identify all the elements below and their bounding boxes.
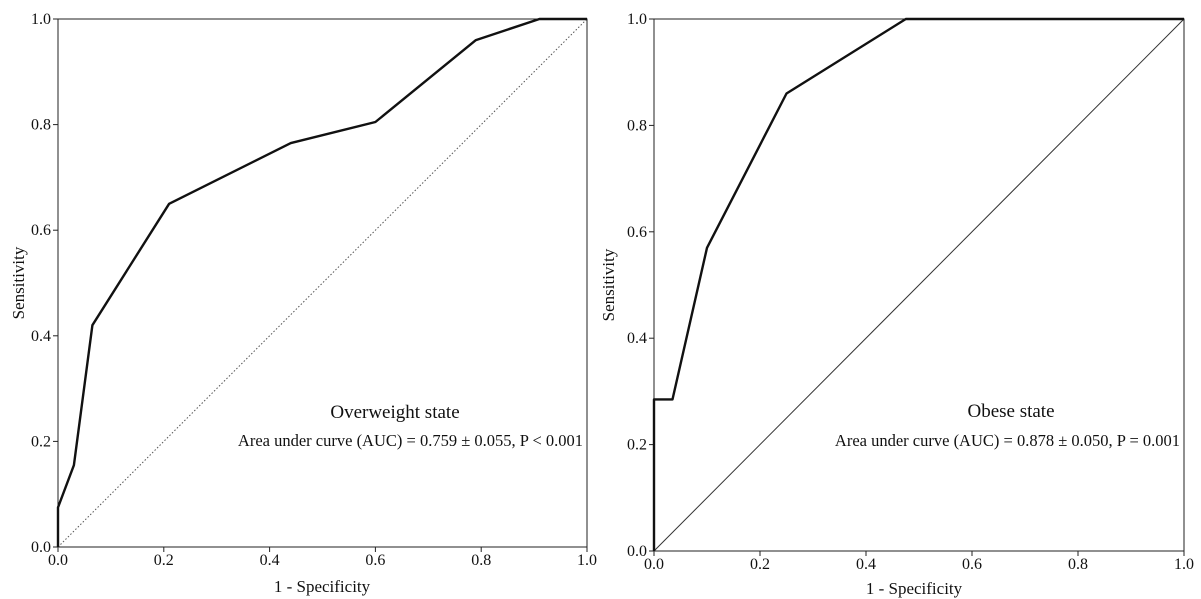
x-tick-label: 0.2 — [750, 556, 770, 573]
x-ticks: 0.0 0.2 0.4 0.6 0.8 1.0 — [48, 547, 597, 569]
x-tick-label: 0.2 — [154, 552, 174, 569]
y-tick-label: 0.4 — [31, 328, 51, 345]
y-tick-label: 0.2 — [627, 437, 647, 454]
plot-frame — [57, 18, 588, 548]
y-tick-label: 0.0 — [627, 543, 647, 560]
y-tick-label: 0.6 — [627, 224, 647, 241]
y-tick-label: 0.6 — [31, 222, 51, 239]
reference-diagonal — [57, 18, 588, 548]
y-axis-title: Sensitivity — [599, 248, 618, 321]
x-tick-label: 0.4 — [260, 552, 280, 569]
x-ticks: 0.0 0.2 0.4 0.6 0.8 1.0 — [644, 551, 1194, 573]
roc-curve — [56, 17, 587, 547]
reference-diagonal — [653, 18, 1185, 552]
x-tick-label: 1.0 — [577, 552, 597, 569]
annotation-title: Obese state — [967, 401, 1054, 422]
annotation-auc: Area under curve (AUC) = 0.878 ± 0.050, … — [835, 431, 1180, 450]
roc-curve — [652, 17, 1184, 551]
y-tick-label: 0.4 — [627, 330, 647, 347]
y-tick-label: 0.8 — [627, 117, 647, 134]
x-tick-label: 0.0 — [48, 552, 68, 569]
x-tick-label: 0.6 — [365, 552, 385, 569]
x-axis-title: 1 - Specificity — [274, 577, 371, 596]
annotation-title: Overweight state — [330, 402, 459, 423]
x-tick-label: 0.8 — [471, 552, 491, 569]
annotation-auc: Area under curve (AUC) = 0.759 ± 0.055, … — [238, 431, 583, 450]
y-ticks: 0.0 0.2 0.4 0.6 0.8 1.0 — [31, 11, 58, 556]
y-tick-label: 1.0 — [627, 11, 647, 28]
x-tick-label: 1.0 — [1174, 556, 1194, 573]
y-ticks: 0.0 0.2 0.4 0.6 0.8 1.0 — [627, 11, 654, 560]
x-axis-title: 1 - Specificity — [866, 579, 963, 598]
y-tick-label: 0.8 — [31, 117, 51, 134]
x-tick-label: 0.4 — [856, 556, 876, 573]
y-tick-label: 1.0 — [31, 11, 51, 28]
x-tick-label: 0.0 — [644, 556, 664, 573]
x-tick-label: 0.6 — [962, 556, 982, 573]
roc-panel-overweight: 0.0 0.2 0.4 0.6 0.8 1.0 0.0 0.2 0.4 0.6 0.8 1.0 1 … — [9, 11, 597, 596]
roc-panel-obese: 0.0 0.2 0.4 0.6 0.8 1.0 0.0 0.2 0.4 0.6 0.8 1.0 1 … — [599, 11, 1194, 598]
y-tick-label: 0.2 — [31, 433, 51, 450]
y-tick-label: 0.0 — [31, 539, 51, 556]
y-axis-title: Sensitivity — [9, 246, 28, 319]
x-tick-label: 0.8 — [1068, 556, 1088, 573]
